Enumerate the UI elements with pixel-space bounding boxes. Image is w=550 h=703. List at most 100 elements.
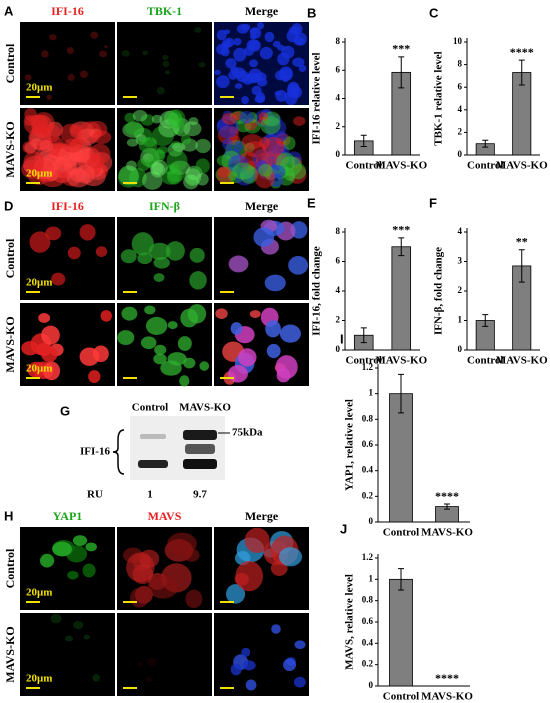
micrograph (117, 527, 212, 610)
cell (194, 27, 202, 33)
cell (241, 647, 251, 657)
cell (264, 31, 275, 43)
cell (293, 676, 306, 688)
panel-letter: E (307, 195, 316, 210)
scale-bar-label: 20μm (26, 277, 52, 289)
scale-bar-label: 20μm (26, 587, 52, 599)
cell (41, 50, 49, 58)
error-bar (444, 503, 450, 510)
panel-letter: B (307, 5, 316, 20)
cell (180, 134, 192, 145)
micrograph (117, 613, 212, 696)
cell (294, 640, 306, 649)
micrograph (214, 303, 309, 386)
blot-band (183, 459, 217, 469)
cell (239, 110, 254, 124)
y-tick-label: 0.6 (362, 439, 374, 449)
cell (32, 123, 52, 138)
cell (164, 70, 170, 75)
cell (162, 60, 170, 68)
cell (85, 542, 97, 552)
protein-label: IFI-16 (80, 446, 110, 458)
cell (233, 141, 244, 152)
cell (179, 375, 190, 387)
y-tick-label: 4 (458, 104, 463, 114)
blot-band (140, 434, 166, 439)
cell (288, 26, 301, 35)
micrograph-bg (20, 217, 115, 300)
cell (266, 343, 281, 359)
cell (293, 116, 306, 126)
cell (227, 365, 248, 383)
cell (83, 634, 90, 640)
y-tick-label: 0.2 (362, 490, 374, 500)
panel-letter: F (429, 195, 437, 210)
cell (38, 313, 51, 324)
y-tick-label: 0.8 (362, 413, 374, 423)
cell (153, 353, 167, 365)
cell (230, 66, 240, 74)
scale-bar-label: 20μm (26, 673, 52, 685)
cell (165, 241, 185, 261)
error-bar (398, 237, 405, 257)
cell (259, 46, 273, 60)
y-tick-label: 1.2 (362, 362, 374, 372)
cell (79, 347, 100, 366)
y-tick-label: 10 (453, 36, 463, 46)
x-tick-label: MAVS-KO (375, 160, 427, 172)
cell (154, 344, 167, 356)
row-label: MAVS-KO (3, 316, 17, 372)
blot-band (185, 444, 215, 454)
y-tick-label: 4 (336, 93, 341, 103)
micrograph-bg (117, 613, 212, 696)
cell (148, 242, 171, 261)
cell (292, 57, 305, 67)
cell (140, 336, 157, 350)
cell (288, 255, 309, 275)
cell (138, 137, 158, 154)
error-bar (360, 134, 367, 148)
cell (66, 46, 74, 55)
y-axis-label: TBK-1 relative level (433, 51, 445, 146)
error-bar (518, 249, 525, 283)
cell (23, 151, 45, 174)
y-tick-label: 1 (458, 315, 463, 325)
cell (262, 136, 285, 157)
cell (88, 370, 101, 383)
row-label: Control (3, 238, 17, 278)
cell (153, 273, 165, 282)
cell (172, 142, 186, 152)
cell (137, 158, 150, 172)
panel-letter: C (429, 5, 439, 20)
cell (156, 86, 165, 95)
significance: **** (435, 671, 459, 685)
cell (130, 587, 149, 608)
x-tick-label: MAVS-KO (421, 527, 473, 539)
scale-bar-label: 20μm (26, 82, 52, 94)
y-tick-label: 0 (336, 149, 341, 159)
cell (244, 527, 270, 553)
panel-letter: I (340, 331, 344, 346)
significance: **** (435, 489, 459, 503)
ru-value: 9.7 (193, 489, 207, 501)
cell (230, 322, 243, 335)
significance: *** (392, 42, 410, 56)
y-tick-label: 0 (369, 516, 374, 526)
cell (49, 34, 57, 41)
cell (233, 37, 242, 46)
cell (221, 112, 238, 125)
y-tick-label: 0 (336, 344, 341, 354)
cell (282, 136, 296, 151)
cell (238, 348, 257, 367)
cell (150, 162, 166, 178)
cell (79, 224, 96, 241)
cell (223, 29, 231, 35)
brace (112, 429, 125, 475)
column-header: Merge (245, 509, 279, 523)
x-tick-label: Control (346, 160, 382, 172)
cell (145, 316, 168, 335)
cell (167, 109, 186, 129)
cell (167, 321, 178, 330)
cell (167, 352, 187, 366)
cell (60, 123, 82, 144)
